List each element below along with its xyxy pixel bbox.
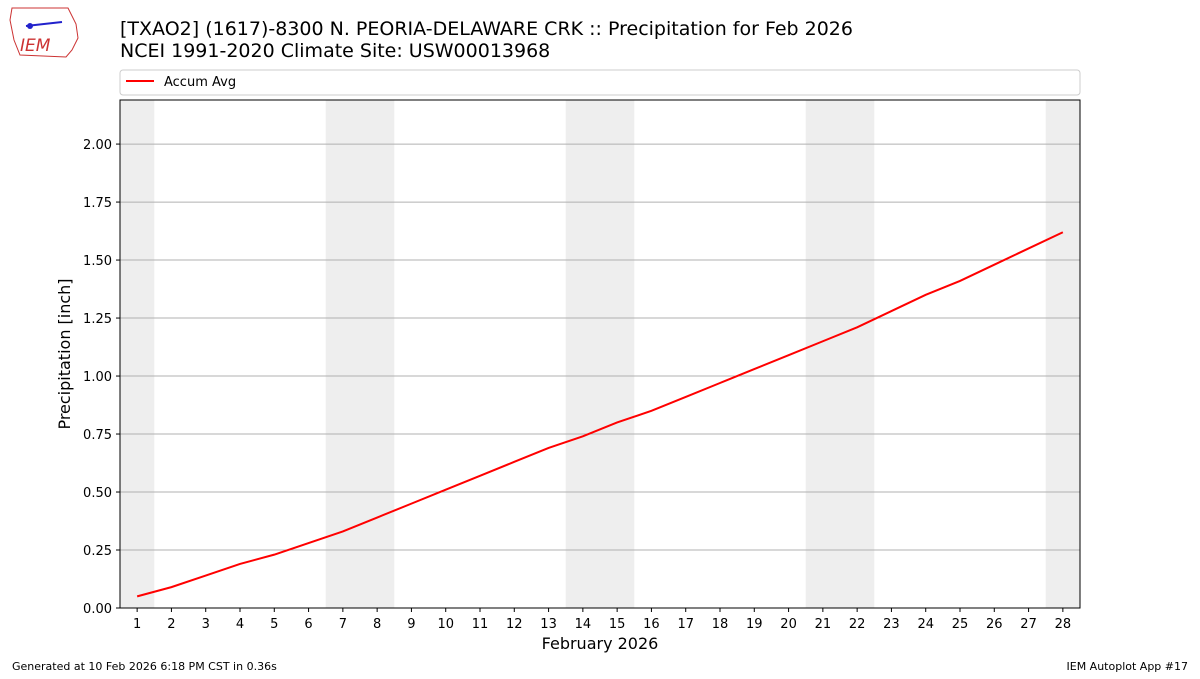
x-tick-label: 4 <box>236 617 244 632</box>
shaded-span <box>120 100 155 608</box>
footer-right: IEM Autoplot App #17 <box>1067 660 1189 673</box>
x-tick-label: 18 <box>712 617 729 632</box>
x-tick-label: 21 <box>815 617 832 632</box>
x-tick-label: 24 <box>917 617 934 632</box>
x-tick-label: 23 <box>883 617 900 632</box>
y-tick-label: 2.00 <box>83 138 112 153</box>
plot-frame <box>119 99 1081 609</box>
x-tick-label: 16 <box>643 617 660 632</box>
y-tick-label: 0.25 <box>83 544 112 559</box>
shaded-span <box>565 100 635 608</box>
x-tick-label: 11 <box>472 617 489 632</box>
x-tick-label: 6 <box>304 617 312 632</box>
y-tick-label: 1.50 <box>83 254 112 269</box>
legend-box <box>119 69 1081 96</box>
y-tick-label: 0.00 <box>83 602 112 617</box>
x-tick-label: 17 <box>677 617 694 632</box>
x-tick-label: 12 <box>506 617 523 632</box>
x-tick-label: 28 <box>1055 617 1072 632</box>
x-tick-label: 27 <box>1020 617 1037 632</box>
x-tick-label: 26 <box>986 617 1003 632</box>
x-tick-label: 15 <box>609 617 626 632</box>
x-tick-label: 8 <box>373 617 381 632</box>
x-tick-label: 10 <box>437 617 454 632</box>
shaded-span <box>1045 100 1080 608</box>
x-tick-label: 9 <box>407 617 415 632</box>
y-axis-label: Precipitation [inch] <box>55 278 74 429</box>
x-axis-label: February 2026 <box>542 634 659 653</box>
series-line <box>136 231 1064 598</box>
shaded-span <box>805 100 875 608</box>
x-tick-label: 14 <box>575 617 592 632</box>
x-tick-label: 19 <box>746 617 763 632</box>
x-tick-label: 7 <box>339 617 347 632</box>
x-tick-label: 20 <box>780 617 797 632</box>
x-tick-label: 25 <box>952 617 969 632</box>
x-tick-label: 3 <box>202 617 210 632</box>
x-tick-label: 1 <box>133 617 141 632</box>
chart-title: [TXAO2] (1617)-8300 N. PEORIA-DELAWARE C… <box>120 18 853 40</box>
logo: IEM <box>9 7 79 58</box>
legend-label: Accum Avg <box>164 75 236 90</box>
x-tick-label: 22 <box>849 617 866 632</box>
chart-subtitle: NCEI 1991-2020 Climate Site: USW00013968 <box>120 40 550 62</box>
footer-left: Generated at 10 Feb 2026 6:18 PM CST in … <box>12 660 277 673</box>
x-tick-label: 2 <box>167 617 175 632</box>
x-tick-label: 13 <box>540 617 557 632</box>
shaded-span <box>325 100 395 608</box>
y-tick-label: 0.50 <box>83 486 112 501</box>
y-tick-label: 1.00 <box>83 370 112 385</box>
x-tick-label: 5 <box>270 617 278 632</box>
logo-text: IEM <box>20 36 51 56</box>
y-tick-label: 1.75 <box>83 196 112 211</box>
y-tick-label: 1.25 <box>83 312 112 327</box>
y-tick-label: 0.75 <box>83 428 112 443</box>
